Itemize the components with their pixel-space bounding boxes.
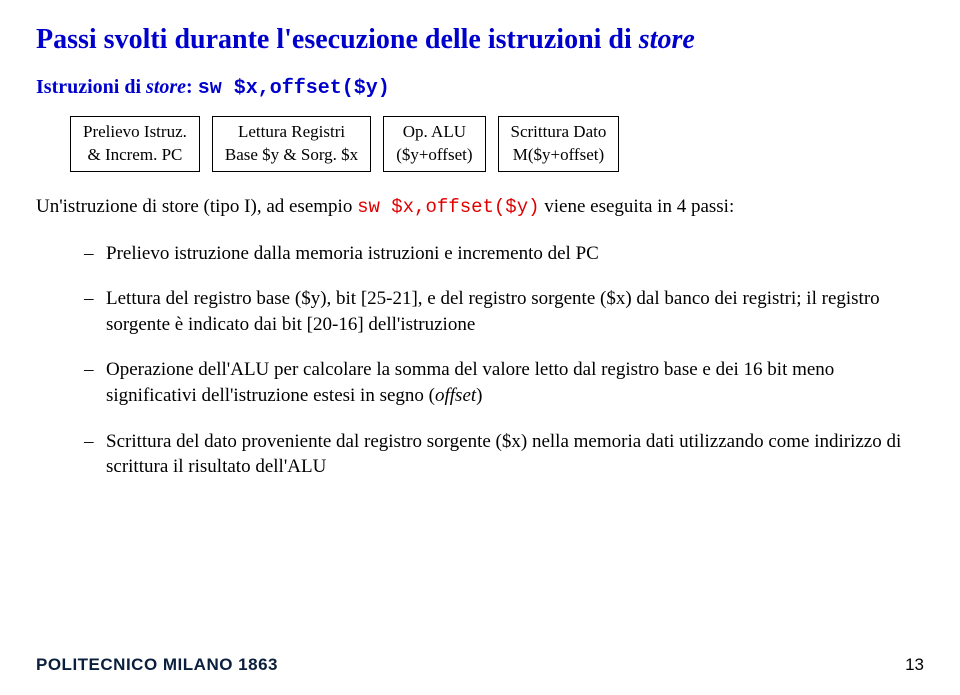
subtitle-post: : [186,76,198,98]
slide-title: Passi svolti durante l'esecuzione delle … [36,24,924,56]
page-number: 13 [905,655,924,675]
footer-logo: POLITECNICO MILANO 1863 [36,655,278,675]
pipeline-row: Prelievo Istruz. & Increm. PC Lettura Re… [70,116,924,172]
subtitle-store: store [146,76,186,98]
slide-subtitle: Istruzioni di store: sw $x,offset($y) [36,76,924,100]
intro-code: sw $x,offset($y) [357,196,539,218]
bullet-list: Prelievo istruzione dalla memoria istruz… [84,241,924,480]
intro-a: Un'istruzione di store (tipo I), ad esem… [36,196,357,217]
subtitle-pre: Istruzioni di [36,76,146,98]
pipeline-step: Prelievo Istruz. & Increm. PC [70,116,200,172]
bullet-item: Lettura del registro base ($y), bit [25-… [84,286,924,337]
bullet-3-close: ) [476,385,482,406]
intro-text: Un'istruzione di store (tipo I), ad esem… [36,194,924,221]
pipeline-step: Scrittura Dato M($y+offset) [498,116,620,172]
intro-b: viene eseguita in 4 passi: [540,196,735,217]
slide-footer: POLITECNICO MILANO 1863 13 [0,645,960,685]
bullet-item: Prelievo istruzione dalla memoria istruz… [84,241,924,267]
title-store: store [639,24,695,55]
offset-word: offset [435,385,476,406]
bullet-item: Operazione dell'ALU per calcolare la som… [84,357,924,408]
pipeline-step: Op. ALU ($y+offset) [383,116,485,172]
bullet-item: Scrittura del dato proveniente dal regis… [84,429,924,480]
subtitle-code: sw $x,offset($y) [198,77,390,100]
pipeline-step: Lettura Registri Base $y & Sorg. $x [212,116,371,172]
title-pre: Passi svolti durante l'esecuzione delle … [36,24,639,55]
